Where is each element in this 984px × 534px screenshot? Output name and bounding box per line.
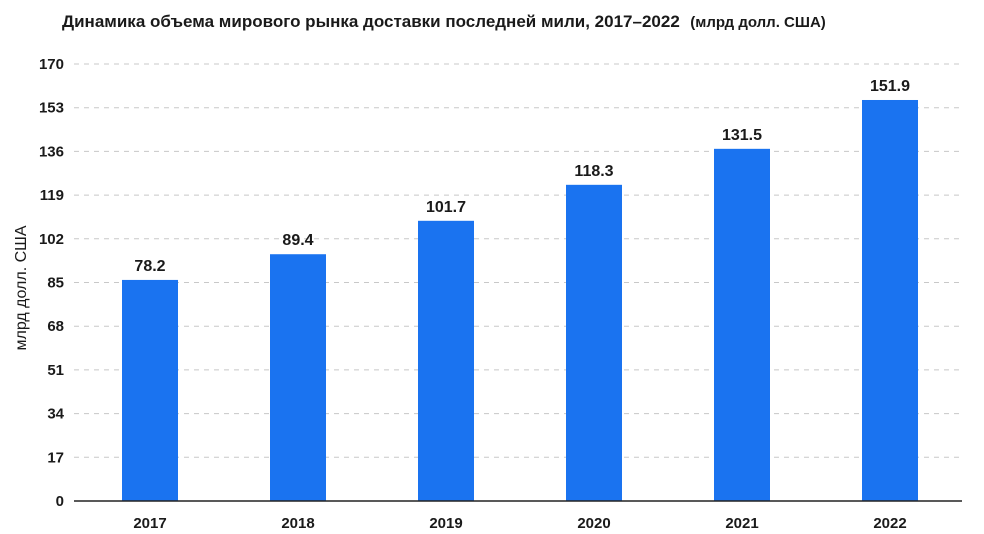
grid-lines — [74, 63, 962, 458]
y-tick-label: 153 — [39, 100, 64, 117]
data-label-2019: 101.7 — [426, 199, 466, 216]
x-tick-label: 2022 — [873, 515, 906, 532]
bar-2017 — [122, 279, 178, 501]
x-tick-label: 2019 — [429, 515, 462, 532]
y-tick-label: 51 — [47, 362, 64, 379]
x-tick-label: 2020 — [577, 515, 610, 532]
chart-title: Динамика объема мирового рынка доставки … — [62, 12, 826, 31]
data-label-2022: 151.9 — [870, 78, 910, 95]
y-tick-label: 85 — [47, 275, 64, 292]
data-label-2018: 89.4 — [282, 232, 313, 249]
bar-2019 — [418, 220, 474, 501]
y-tick-label: 170 — [39, 56, 64, 73]
y-axis-label: млрд долл. США — [13, 225, 30, 350]
bars — [122, 99, 918, 502]
data-labels: 78.2 89.4 101.7 118.3 131.5 151.9 — [134, 78, 910, 275]
y-tick-label: 17 — [47, 449, 64, 466]
y-axis-ticks: 0 17 34 51 68 85 102 119 136 153 170 — [39, 56, 65, 510]
y-tick-label: 119 — [40, 187, 64, 204]
y-tick-label: 68 — [47, 318, 64, 335]
y-tick-label: 0 — [56, 493, 64, 510]
x-tick-label: 2021 — [725, 515, 758, 532]
y-tick-label: 102 — [39, 231, 64, 248]
data-label-2020: 118.3 — [574, 163, 613, 180]
x-tick-label: 2017 — [133, 515, 166, 532]
bar-2020 — [566, 184, 622, 502]
chart-title-unit: (млрд долл. США) — [690, 14, 826, 31]
bar-2021 — [714, 148, 770, 501]
y-tick-label: 136 — [39, 143, 64, 160]
data-label-2021: 131.5 — [722, 127, 762, 144]
y-tick-label: 34 — [47, 406, 64, 423]
chart-title-main: Динамика объема мирового рынка доставки … — [62, 12, 680, 31]
bar-2022 — [862, 99, 918, 502]
x-tick-label: 2018 — [281, 515, 314, 532]
bar-2018 — [270, 254, 326, 501]
x-axis-ticks: 2017 2018 2019 2020 2021 2022 — [133, 515, 906, 532]
data-label-2017: 78.2 — [134, 258, 165, 275]
